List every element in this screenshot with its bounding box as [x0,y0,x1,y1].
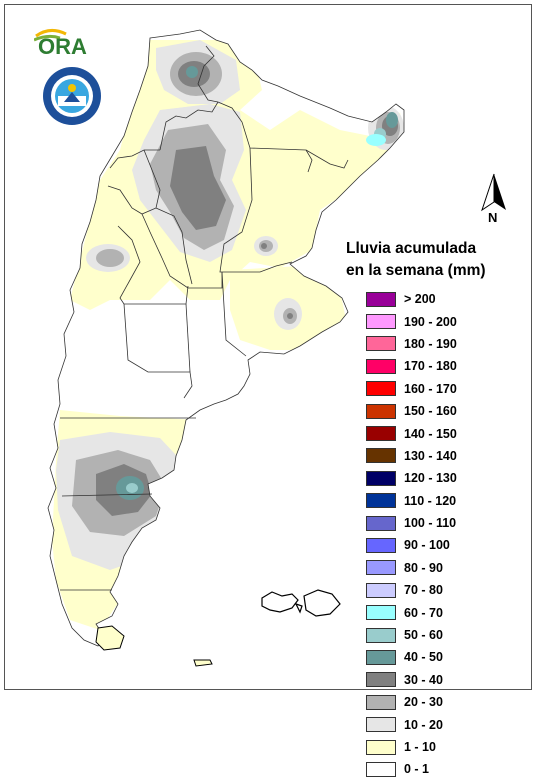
legend-label: 160 - 170 [404,381,457,396]
legend-swatch [366,627,396,643]
north-arrow-icon [481,173,506,212]
legend-item: 60 - 70 [366,601,457,623]
legend-item: 10 - 20 [366,713,457,735]
legend-label: 50 - 60 [404,628,443,643]
legend-swatch [366,537,396,553]
legend-swatch [366,381,396,397]
legend-label: 90 - 100 [404,538,450,553]
legend-label: 140 - 150 [404,426,457,441]
ora-logo: ORA [34,29,87,59]
legend-item: 20 - 30 [366,691,457,713]
legend-label: 170 - 180 [404,359,457,374]
legend-swatch [366,336,396,352]
legend-swatch [366,605,396,621]
legend-item: 70 - 80 [366,579,457,601]
malvinas-islands [261,589,341,617]
legend-item: 50 - 60 [366,624,457,646]
legend: > 200 190 - 200 180 - 190 170 - 180 160 - 17… [366,288,457,781]
legend-swatch [366,470,396,486]
legend-swatch [366,358,396,374]
legend-item: 100 - 110 [366,512,457,534]
legend-item: 160 - 170 [366,378,457,400]
rainfall-map [47,29,405,667]
legend-swatch [366,739,396,755]
legend-item: 130 - 140 [366,445,457,467]
legend-swatch [366,314,396,330]
legend-item: 80 - 90 [366,557,457,579]
legend-item: 110 - 120 [366,490,457,512]
legend-swatch [366,582,396,598]
legend-label: 0 - 1 [404,762,430,777]
legend-label: > 200 [404,292,436,307]
legend-item: > 200 [366,288,457,310]
legend-swatch [366,515,396,531]
legend-title-line1: Lluvia acumulada [346,240,477,257]
legend-item: 30 - 40 [366,669,457,691]
legend-swatch [366,560,396,576]
province-borders [47,29,405,647]
legend-label: 180 - 190 [404,336,457,351]
legend-label: 1 - 10 [404,740,436,754]
legend-label: 110 - 120 [404,493,457,508]
legend-swatch [366,649,396,665]
legend-label: 30 - 40 [404,672,443,687]
legend-label: 70 - 80 [404,583,443,598]
legend-swatch [366,761,396,777]
legend-swatch [366,694,396,710]
legend-label: 60 - 70 [404,605,443,620]
legend-item: 140 - 150 [366,422,457,444]
legend-label: 10 - 20 [404,717,443,732]
legend-label: 40 - 50 [404,650,443,665]
legend-swatch [366,291,396,307]
legend-label: 150 - 160 [404,404,457,419]
legend-item: 190 - 200 [366,310,457,332]
legend-item: 0 - 1 [366,758,457,780]
legend-item: 150 - 160 [366,400,457,422]
legend-label: 120 - 130 [404,471,457,486]
zone-60-70 [366,134,386,146]
tierra-del-fuego [95,625,213,667]
legend-swatch [366,426,396,442]
legend-item: 1 - 10 [366,736,457,758]
legend-title-line2: en la semana (mm) [346,262,486,279]
legend-swatch [366,717,396,733]
legend-item: 180 - 190 [366,333,457,355]
legend-swatch [366,493,396,509]
legend-label: 80 - 90 [404,560,443,575]
legend-swatch [366,672,396,688]
legend-swatch [366,403,396,419]
legend-item: 90 - 100 [366,534,457,556]
smn-seal [43,67,101,125]
legend-label: 190 - 200 [404,314,457,329]
north-label: N [488,210,498,225]
legend-title: Lluvia acumulada en la semana (mm) [346,238,526,282]
ora-logo-text: ORA [38,34,87,59]
legend-label: 100 - 110 [404,516,457,531]
legend-item: 40 - 50 [366,646,457,668]
legend-label: 20 - 30 [404,695,443,710]
legend-item: 170 - 180 [366,355,457,377]
legend-item: 120 - 130 [366,467,457,489]
legend-label: 130 - 140 [404,448,457,463]
legend-swatch [366,448,396,464]
